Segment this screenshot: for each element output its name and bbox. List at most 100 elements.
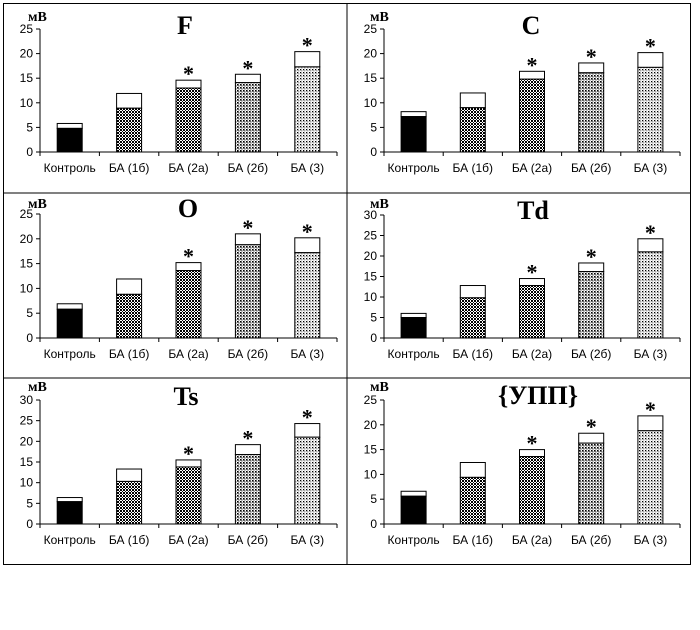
bar-upper-segment xyxy=(400,111,427,118)
y-tick-label: 20 xyxy=(364,249,378,263)
y-tick-label: 25 xyxy=(364,22,378,36)
x-tick-label: БА (3) xyxy=(634,533,668,547)
chart-title: O xyxy=(178,194,198,223)
x-tick-label: БА (3) xyxy=(290,161,324,175)
y-tick-label: 15 xyxy=(364,270,378,284)
y-tick-label: 5 xyxy=(370,311,377,325)
y-tick-label: 0 xyxy=(370,517,377,531)
y-tick-label: 10 xyxy=(364,290,378,304)
bar xyxy=(578,271,605,339)
bar xyxy=(234,454,261,525)
chart-panel-1: CмВ 0 5 10 15 20 25 Контроль БА (1б) БА (2а) * БА (… xyxy=(364,10,681,175)
y-tick-label: 20 xyxy=(364,47,378,61)
y-axis-unit-label: мВ xyxy=(370,197,389,212)
y-tick-label: 25 xyxy=(20,207,34,221)
y-tick-label: 25 xyxy=(364,229,378,243)
bar xyxy=(459,297,486,339)
y-tick-label: 30 xyxy=(20,393,34,407)
y-tick-label: 10 xyxy=(20,476,34,490)
x-tick-label: БА (1б) xyxy=(109,161,150,175)
bar-upper-segment xyxy=(400,312,427,318)
significance-marker: * xyxy=(302,33,313,58)
x-tick-label: БА (3) xyxy=(634,347,668,361)
y-axis-unit-label: мВ xyxy=(28,10,47,25)
bar-upper-segment xyxy=(56,303,83,310)
bar xyxy=(294,66,321,153)
y-tick-label: 20 xyxy=(364,418,378,432)
bar xyxy=(578,442,605,525)
chart-panel-2: OмВ 0 5 10 15 20 25 Контроль БА (1б) БА (2а) * БА (… xyxy=(20,194,338,361)
x-tick-label: БА (1б) xyxy=(453,533,494,547)
significance-marker: * xyxy=(183,61,194,86)
bar xyxy=(637,251,664,339)
bar xyxy=(234,82,261,153)
bar-upper-segment xyxy=(459,92,486,109)
x-tick-label: БА (2а) xyxy=(512,161,552,175)
x-tick-label: Контроль xyxy=(44,533,96,547)
significance-marker: * xyxy=(527,431,538,456)
bar xyxy=(56,308,83,339)
y-tick-label: 10 xyxy=(364,467,378,481)
x-tick-label: БА (1б) xyxy=(109,347,150,361)
bar xyxy=(294,436,321,525)
bar xyxy=(400,116,427,153)
bar xyxy=(56,127,83,153)
charts-layer: FмВ 0 5 10 15 20 25 Контроль БА (1б) БА (2а) * БА (… xyxy=(20,10,681,547)
bar-upper-segment xyxy=(56,497,83,503)
bar xyxy=(175,466,202,525)
bar xyxy=(294,252,321,339)
x-tick-label: БА (2б) xyxy=(228,161,269,175)
y-tick-label: 0 xyxy=(26,517,33,531)
bar-upper-segment xyxy=(116,92,143,109)
bar-upper-segment xyxy=(400,490,427,497)
bar-upper-segment xyxy=(56,122,83,129)
significance-marker: * xyxy=(586,244,597,269)
bar xyxy=(400,495,427,525)
x-tick-label: БА (2б) xyxy=(571,533,612,547)
significance-marker: * xyxy=(302,405,313,430)
significance-marker: * xyxy=(242,215,253,240)
y-tick-label: 25 xyxy=(20,414,34,428)
y-tick-label: 20 xyxy=(20,47,34,61)
x-tick-label: Контроль xyxy=(388,161,440,175)
significance-marker: * xyxy=(645,220,656,245)
bar-upper-segment xyxy=(116,278,143,295)
panel-grid-frame xyxy=(3,3,691,565)
y-tick-label: 0 xyxy=(370,145,377,159)
bar xyxy=(56,501,83,525)
bar xyxy=(519,285,545,339)
bar xyxy=(578,72,605,153)
bar-upper-segment xyxy=(116,468,143,482)
y-tick-label: 5 xyxy=(26,496,33,510)
y-tick-label: 5 xyxy=(26,120,33,134)
y-tick-label: 0 xyxy=(26,145,33,159)
y-axis-unit-label: мВ xyxy=(28,197,47,212)
x-tick-label: БА (2а) xyxy=(168,533,208,547)
y-tick-label: 25 xyxy=(364,393,378,407)
bar xyxy=(459,107,486,153)
chart-title: C xyxy=(522,11,541,40)
chart-title: F xyxy=(177,11,193,40)
bar xyxy=(175,270,202,339)
x-tick-label: БА (2б) xyxy=(228,533,269,547)
bar xyxy=(519,456,545,525)
x-tick-label: БА (2а) xyxy=(168,347,208,361)
x-tick-label: Контроль xyxy=(44,161,96,175)
significance-marker: * xyxy=(527,52,538,77)
chart-panel-4: Ts мВ 0 5 10 15 20 25 30 Контроль БА (1б) БА (2а) * Б… xyxy=(20,380,338,547)
y-tick-label: 5 xyxy=(26,306,33,320)
x-tick-label: БА (2б) xyxy=(228,347,269,361)
y-tick-label: 0 xyxy=(26,331,33,345)
bar xyxy=(400,317,427,339)
y-tick-label: 15 xyxy=(20,257,34,271)
x-tick-label: Контроль xyxy=(388,533,440,547)
y-tick-label: 5 xyxy=(370,492,377,506)
x-tick-label: БА (3) xyxy=(634,161,668,175)
y-tick-label: 10 xyxy=(20,96,34,110)
bar xyxy=(519,78,545,153)
y-axis-unit-label: мВ xyxy=(370,10,389,25)
bar xyxy=(234,244,261,339)
x-tick-label: БА (2б) xyxy=(571,161,612,175)
y-tick-label: 10 xyxy=(364,96,378,110)
